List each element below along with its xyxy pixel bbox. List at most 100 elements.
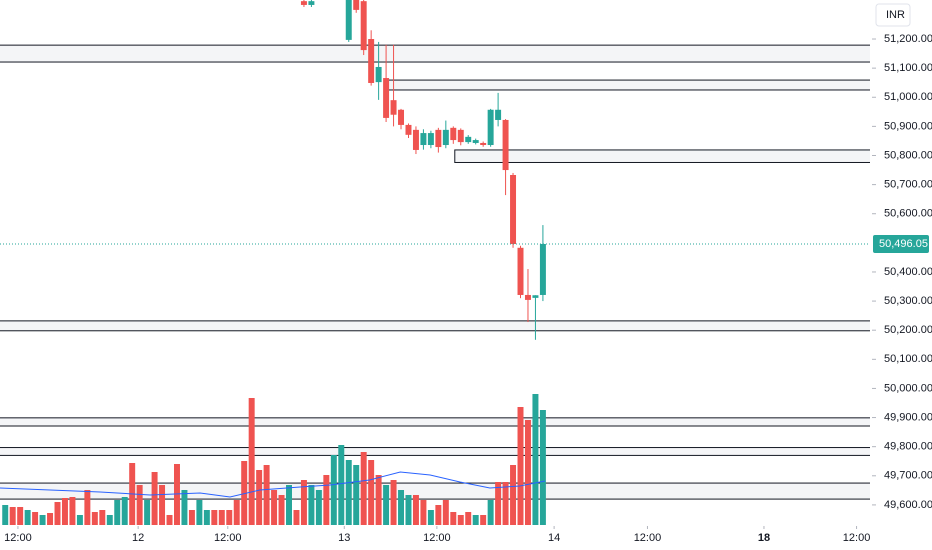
volume-bar [47, 513, 54, 525]
volume-bar [524, 420, 531, 525]
zone [0, 44, 870, 63]
volume-bar [106, 515, 113, 525]
y-tick-label: 50,300.00 [884, 295, 932, 307]
volume-bar [211, 510, 218, 525]
volume-bar [166, 515, 173, 525]
volume-bar [510, 465, 517, 525]
y-tick-label: 51,200.00 [884, 33, 932, 45]
candle-body [472, 140, 479, 143]
candle-body [300, 1, 307, 5]
volume-bar [532, 394, 539, 525]
candle-body [398, 109, 405, 125]
y-tick-label: 50,800.00 [884, 149, 932, 161]
x-tick-label: 12:00 [4, 532, 32, 544]
volume-bar [472, 515, 479, 525]
volume-bar [360, 452, 367, 525]
candle-body [480, 142, 487, 146]
candle-body [465, 136, 472, 143]
volume-bar [114, 500, 121, 525]
volume-bar [174, 464, 180, 525]
last-price-label: 50,496.05 [879, 238, 928, 250]
candle-body [383, 78, 390, 118]
volume-bar [398, 490, 405, 525]
volume-bar [405, 495, 412, 525]
volume-bar [256, 470, 263, 525]
y-tick-label: 51,000.00 [884, 91, 932, 103]
volume-bar [315, 490, 322, 525]
y-tick-label: 49,700.00 [884, 470, 932, 482]
candle-body [405, 124, 412, 135]
candle-body [427, 133, 434, 146]
volume-bar [24, 510, 31, 525]
currency: INR [886, 9, 905, 21]
y-tick-label: 50,000.00 [884, 382, 932, 394]
volume-bar [248, 398, 255, 525]
volume-bar [480, 515, 487, 525]
zone [387, 79, 870, 91]
volume-bar [278, 495, 285, 525]
volume-bar [383, 485, 390, 525]
candle-body [524, 294, 531, 300]
candle-body [375, 66, 382, 83]
candle-body [502, 119, 509, 171]
volume-bar [54, 502, 61, 525]
candle-body [442, 129, 449, 146]
volume-bar [450, 512, 457, 525]
volume-bar [84, 490, 91, 525]
last-price-box [873, 234, 929, 253]
price-axis: 49,600.00 49,700.00 49,800.00 49,900.00 50,0… [872, 33, 932, 511]
volume-bar [196, 500, 203, 525]
candle-body [412, 129, 419, 150]
y-tick-label: 50,400.00 [884, 266, 932, 278]
y-tick-label: 50,200.00 [884, 324, 932, 336]
y-tick-label: 49,900.00 [884, 411, 932, 423]
volume-bar [263, 465, 270, 525]
volume-bar [308, 485, 315, 525]
volume-bar [203, 510, 210, 525]
candle-body [510, 175, 517, 245]
volume-bar [99, 510, 106, 525]
y-tick-label: 50,900.00 [884, 120, 932, 132]
y-tick-label: 50,600.00 [884, 208, 932, 220]
volume-bar [2, 505, 9, 525]
zone [0, 417, 870, 427]
candle-body [532, 295, 539, 298]
volume-bar [32, 512, 39, 525]
volume-bar [226, 510, 233, 525]
y-tick-label: 49,800.00 [884, 441, 932, 453]
volume-bar [457, 515, 464, 525]
volume-bar [181, 490, 188, 525]
volume-bar [330, 455, 337, 525]
currency-box[interactable] [875, 3, 911, 27]
candle-body [435, 129, 442, 148]
volume-bar [338, 445, 345, 525]
candle-body [517, 247, 524, 295]
volume-bar [300, 480, 307, 525]
volume-bar [39, 515, 46, 525]
candle-body [345, 0, 352, 40]
volume-ma [0, 471, 546, 498]
volume-bar [61, 498, 68, 525]
volume-bar [218, 510, 225, 525]
plot-area [0, 0, 870, 525]
volume-bar [487, 500, 494, 525]
zone [0, 320, 870, 332]
volume-bar [412, 495, 419, 525]
volume-bar [91, 512, 98, 525]
x-tick-label: 14 [548, 532, 560, 544]
volume-bar [121, 497, 128, 525]
volume-bar [9, 507, 16, 525]
volume-bar [144, 500, 151, 525]
zone [454, 149, 870, 163]
volume-bar [442, 500, 449, 525]
volume-bar [271, 490, 278, 525]
volume-bar [188, 510, 195, 525]
candle-body [308, 1, 315, 5]
candle-body [450, 127, 457, 141]
volume-bar [286, 485, 292, 525]
x-tick-label: 12:00 [634, 532, 662, 544]
y-tick-label: 51,100.00 [884, 62, 932, 74]
volume-bar [151, 472, 158, 525]
x-tick-label: 12 [132, 532, 144, 544]
